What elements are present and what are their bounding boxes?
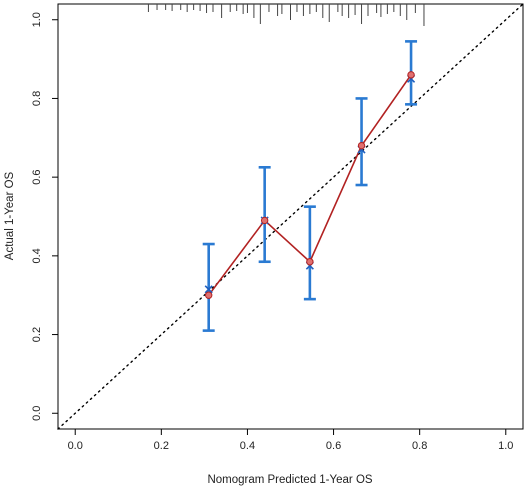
error-bars [202,40,418,332]
ideal-reference-line [57,3,524,430]
y-axis: 0.0 0.2 0.4 0.6 0.8 1.0 [31,12,58,421]
observed-point [204,291,213,299]
x-axis-title: Nomogram Predicted 1-Year OS [207,474,372,486]
ideal-reference-line-group [57,3,524,430]
x-tick-label: 0.0 [68,440,83,452]
x-tick-label: 0.8 [412,440,427,452]
rug-marks [147,4,425,26]
y-axis-title: Actual 1-Year OS [4,171,16,260]
observed-point [306,258,314,266]
x-tick-label: 0.6 [326,440,341,452]
x-tick-label: 0.2 [154,440,169,452]
x-tick-label: 0.4 [240,440,255,452]
y-tick-label: 0.8 [31,91,43,106]
observed-point [407,71,415,79]
y-tick-label: 0.0 [31,406,43,421]
data-series [204,71,416,299]
y-tick-label: 0.6 [31,169,43,184]
observed-point [357,141,366,150]
observed-point [260,216,269,225]
y-tick-label: 1.0 [31,12,43,27]
y-tick-label: 0.2 [31,327,43,342]
x-axis: 0.0 0.2 0.4 0.6 0.8 1.0 [68,429,513,452]
x-tick-label: 1.0 [498,440,513,452]
bias-corrected-point [204,285,213,294]
y-tick-label: 0.4 [31,248,43,263]
